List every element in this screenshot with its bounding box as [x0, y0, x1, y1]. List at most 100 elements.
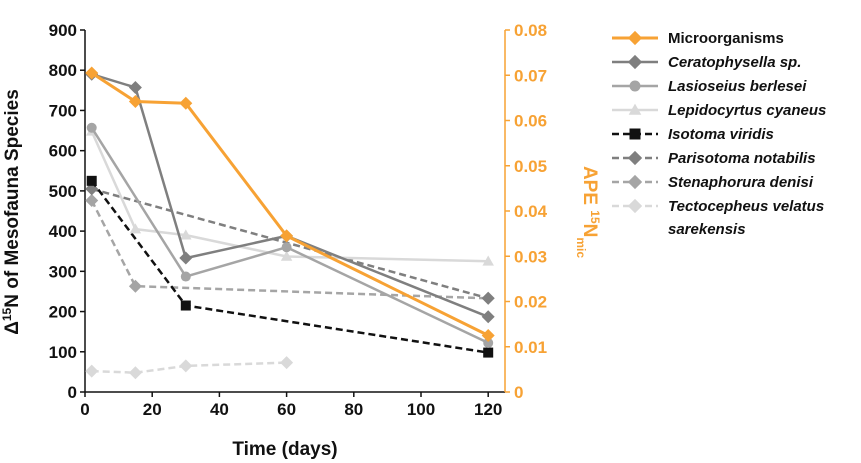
y-left-tick-label: 100 [49, 343, 77, 362]
series-lasioseius-berlesei [86, 122, 494, 348]
axes-layer: 0 20 40 60 80 100 120 0 100 200 300 400 500 600 700 800… [49, 21, 548, 419]
data-point-parisotoma-notabilis [481, 291, 495, 305]
legend-item-parisotoma-notabilis: Parisotoma notabilis [612, 150, 816, 167]
legend-item-ceratophysella-sp: Ceratophysella sp. [612, 54, 801, 71]
legend: Microorganisms Ceratophysella sp. Lasiosei… [612, 30, 826, 238]
y-right-tick-label: 0.02 [514, 293, 547, 312]
data-point-lasioseius-berlesei [483, 337, 494, 348]
data-point-tectocepheus-velatus-sarekensis [85, 364, 99, 378]
y-axis-left-label: Δ15N of Mesofauna Species [0, 89, 23, 335]
legend-swatch-marker [629, 80, 641, 92]
data-point-lepidocyrtus-cyaneus [280, 250, 293, 261]
x-tick-label: 80 [344, 400, 363, 419]
data-point-lepidocyrtus-cyaneus [180, 229, 192, 240]
legend-swatch-marker [629, 128, 641, 140]
y-left-tick-label: 300 [49, 262, 77, 281]
y-right-tick-label: 0.01 [514, 338, 547, 357]
series-line-ceratophysella-sp [91, 73, 489, 318]
x-tick-label: 60 [277, 400, 296, 419]
y-right-tick-label: 0.03 [514, 247, 547, 266]
data-point-microorganisms [85, 66, 99, 80]
data-point-isotoma-viridis [483, 347, 494, 358]
y-left-tick-label: 500 [49, 182, 77, 201]
y-left-tick-label: 700 [49, 101, 77, 120]
x-tick-label: 0 [80, 400, 89, 419]
series-line-lepidocyrtus-cyaneus [90, 130, 489, 263]
data-point-tectocepheus-velatus-sarekensis [280, 356, 294, 370]
y-axis-right-label-mid: N [579, 224, 600, 238]
series-isotoma-viridis [86, 175, 494, 358]
legend-swatch-marker [628, 103, 642, 115]
legend-swatch-marker [627, 54, 643, 70]
data-point-isotoma-viridis [86, 175, 97, 186]
data-point-lepidocyrtus-cyaneus [129, 223, 142, 234]
series-ceratophysella-sp [85, 67, 495, 324]
y-axis-right-label-sup: 15 [588, 210, 602, 224]
data-point-microorganisms [481, 328, 495, 342]
legend-label: Stenaphorura denisi [668, 174, 814, 191]
legend-item-lepidocyrtus-cyaneus: Lepidocyrtus cyaneus [612, 102, 826, 119]
x-axis-label: Time (days) [232, 439, 337, 460]
y-left-tick-label: 600 [49, 142, 77, 161]
y-right-tick-label: 0.07 [514, 66, 547, 85]
legend-label: Tectocepheus velatus [668, 198, 824, 215]
data-point-microorganisms [280, 229, 294, 243]
y-left-tick-label: 800 [49, 61, 77, 80]
y-axis-right-label: APE 15Nmic [574, 166, 602, 258]
data-point-microorganisms [128, 94, 142, 108]
data-point-isotoma-viridis [180, 300, 191, 311]
series-microorganisms [85, 66, 495, 342]
data-point-lasioseius-berlesei [180, 271, 191, 282]
legend-label: Lepidocyrtus cyaneus [668, 102, 826, 119]
y-right-tick-label: 0 [514, 383, 523, 402]
data-point-lasioseius-berlesei [86, 122, 97, 133]
series-layer [85, 66, 495, 380]
legend-item-isotoma-viridis: Isotoma viridis [612, 126, 774, 143]
legend-label: Ceratophysella sp. [668, 54, 801, 71]
series-line-stenaphorura-denisi [90, 199, 489, 300]
data-point-ceratophysella-sp [481, 310, 495, 324]
legend-swatch-marker [627, 30, 643, 46]
data-point-stenaphorura-denisi [85, 194, 99, 208]
legend-item-microorganisms: Microorganisms [612, 30, 784, 47]
data-point-ceratophysella-sp [128, 81, 142, 95]
legend-item-lasioseius-berlesei: Lasioseius berlesei [612, 78, 807, 95]
y-right-tick-label: 0.08 [514, 21, 547, 40]
series-line-lasioseius-berlesei [90, 127, 489, 345]
y-axis-right-label-sub: mic [574, 237, 588, 258]
y-right-tick-label: 0.05 [514, 157, 547, 176]
y-axis-left-label-prefix: Δ [2, 321, 23, 335]
legend-swatch-marker [627, 198, 643, 214]
data-point-stenaphorura-denisi [128, 279, 142, 293]
y-left-tick-label: 200 [49, 303, 77, 322]
x-tick-label: 100 [407, 400, 435, 419]
data-point-lasioseius-berlesei [281, 242, 292, 253]
y-axis-left-label-rest: N of Mesofauna Species [2, 89, 23, 308]
legend-label: Isotoma viridis [668, 126, 774, 143]
legend-label: Parisotoma notabilis [668, 150, 816, 167]
y-left-tick-label: 0 [68, 383, 77, 402]
series-line-parisotoma-notabilis [91, 187, 489, 300]
x-tick-label: 20 [143, 400, 162, 419]
x-tick-label: 40 [210, 400, 229, 419]
legend-item-tectocepheus-velatus-sarekensis: Tectocepheus velatus sarekensis [612, 198, 824, 238]
data-point-tectocepheus-velatus-sarekensis [179, 359, 193, 373]
y-left-tick-label: 900 [49, 21, 77, 40]
series-line-tectocepheus-velatus-sarekensis [91, 361, 287, 374]
data-point-microorganisms [179, 96, 193, 110]
series-tectocepheus-velatus-sarekensis [85, 356, 294, 380]
legend-label: sarekensis [668, 221, 746, 238]
legend-label: Microorganisms [668, 30, 784, 47]
x-tick-label: 120 [474, 400, 502, 419]
data-point-tectocepheus-velatus-sarekensis [128, 366, 142, 380]
y-right-tick-label: 0.06 [514, 112, 547, 131]
y-right-tick-label: 0.04 [514, 202, 548, 221]
legend-item-stenaphorura-denisi: Stenaphorura denisi [612, 174, 814, 191]
legend-swatch-marker [627, 150, 643, 166]
y-axis-right-label-prefix: APE [579, 166, 600, 210]
data-point-ceratophysella-sp [179, 251, 193, 265]
y-axis-left-label-sup: 15 [0, 307, 14, 321]
y-left-tick-label: 400 [49, 222, 77, 241]
data-point-lepidocyrtus-cyaneus [482, 255, 494, 266]
